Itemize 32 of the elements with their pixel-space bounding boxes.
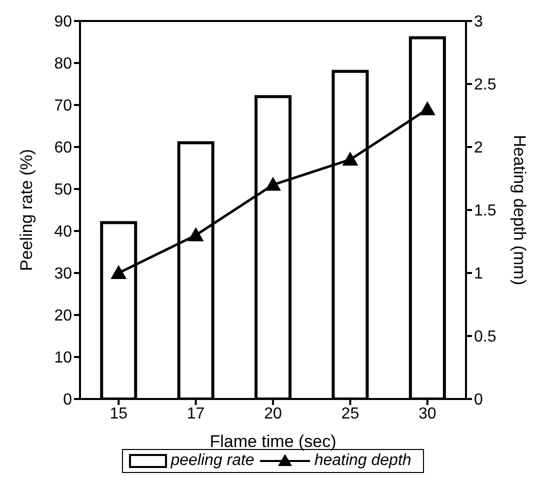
point [419, 101, 436, 116]
y-tick-label: 20 [54, 308, 72, 325]
point [342, 152, 358, 166]
y2-tick-label: 2.5 [474, 76, 496, 94]
y2-tick-label: 0.5 [474, 328, 496, 346]
x-tick-label: 30 [418, 405, 436, 422]
point [188, 227, 204, 242]
x-axis-title: Flame time (sec) [210, 432, 336, 451]
point [110, 265, 127, 279]
y-tick-label: 70 [54, 98, 72, 115]
y2-tick-label: 1.5 [474, 202, 496, 220]
y2-axis-title: Heating depth (mm) [510, 134, 529, 286]
point [265, 176, 281, 191]
x-tick-label: 15 [110, 405, 128, 422]
legend-label: peeling rate [170, 452, 254, 470]
y2-tick-label: 1 [474, 266, 483, 283]
y-tick-label: 60 [54, 140, 72, 157]
x-tick-label: 25 [341, 405, 360, 422]
y-axis-title: Peeling rate (%) [17, 149, 36, 271]
x-tick-label: 17 [186, 405, 205, 422]
y2-tick-label: 2 [474, 140, 483, 157]
y-tick-label: 30 [54, 266, 72, 283]
y-tick-label: 0 [63, 392, 72, 409]
x-tick-label: 20 [264, 405, 282, 422]
y-tick-label: 90 [54, 14, 72, 31]
y-tick-label: 10 [54, 350, 72, 367]
legend-label: heating depth [314, 452, 412, 470]
y-tick-label: 40 [54, 224, 72, 241]
y2-tick-label: 3 [474, 14, 483, 31]
y2-tick-label: 0 [474, 392, 483, 409]
y-tick-label: 80 [54, 56, 72, 73]
y-tick-label: 50 [54, 182, 72, 199]
